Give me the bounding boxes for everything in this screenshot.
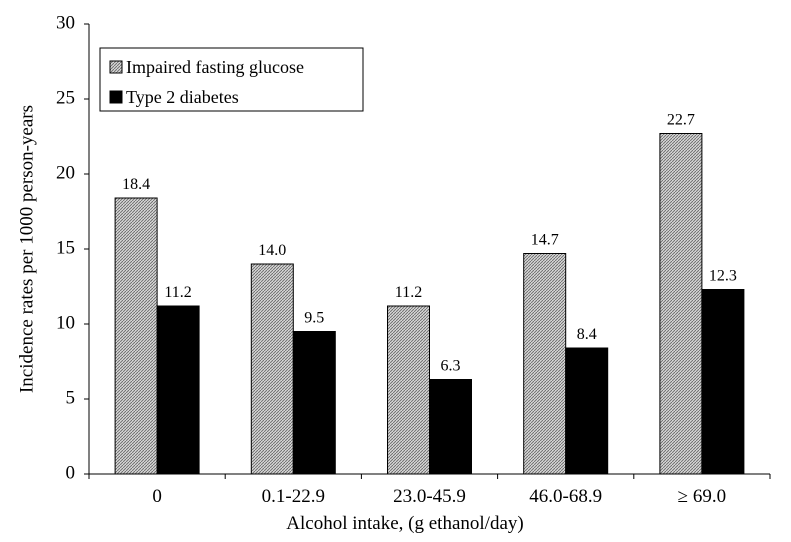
- x-tick-label: 0: [152, 486, 162, 507]
- y-tick-label: 5: [66, 387, 76, 408]
- y-tick-label: 0: [66, 462, 76, 483]
- legend: Impaired fasting glucose Type 2 diabetes: [99, 47, 364, 112]
- data-label: 9.5: [304, 310, 324, 327]
- data-label: 11.2: [164, 284, 191, 301]
- x-axis: 0 0.1-22.9 23.0-45.9 46.0-68.9 ≥ 69.0: [88, 473, 771, 507]
- data-label: 12.3: [709, 268, 737, 285]
- legend-box: [99, 47, 364, 112]
- x-tick-label: 0.1-22.9: [262, 486, 325, 507]
- bar-impaired-fasting-glucose: [523, 253, 567, 475]
- bar-impaired-fasting-glucose: [387, 305, 430, 475]
- x-tick-label: 23.0-45.9: [393, 486, 466, 507]
- data-label: 18.4: [122, 176, 150, 193]
- data-label: 14.0: [258, 242, 286, 259]
- y-ticks: 0 5 10 15 20 25 30: [56, 12, 89, 483]
- data-label: 6.3: [441, 358, 461, 375]
- y-tick-label: 15: [56, 237, 75, 258]
- bar-type-2-diabetes: [292, 331, 336, 475]
- x-tick-label: ≥ 69.0: [678, 486, 726, 507]
- data-labels: 18.4 11.2 14.0 9.5 11.2 6.3 14.7 8.4 22.7 12.3: [122, 112, 737, 375]
- legend-swatch-type-2-diabetes: [109, 90, 123, 104]
- bar-impaired-fasting-glucose: [114, 197, 158, 475]
- y-tick-label: 20: [56, 162, 75, 183]
- y-tick-label: 30: [56, 12, 75, 33]
- legend-label-type-2-diabetes: Type 2 diabetes: [126, 87, 239, 107]
- data-label: 22.7: [667, 112, 695, 129]
- x-ticks: 0 0.1-22.9 23.0-45.9 46.0-68.9 ≥ 69.0: [88, 474, 771, 507]
- x-axis-title: Alcohol intake, (g ethanol/day): [286, 513, 523, 534]
- bar-type-2-diabetes: [156, 305, 200, 475]
- y-tick-label: 25: [56, 87, 75, 108]
- y-axis-title: Incidence rates per 1000 person-years: [16, 105, 37, 393]
- data-label: 11.2: [395, 284, 422, 301]
- y-tick-label: 10: [56, 312, 75, 333]
- y-axis: 0 5 10 15 20 25 30: [56, 12, 90, 483]
- bar-type-2-diabetes: [429, 379, 472, 475]
- legend-swatch-impaired-fasting-glucose: [109, 60, 123, 74]
- bar-impaired-fasting-glucose: [659, 133, 703, 475]
- bars: [114, 133, 745, 475]
- x-tick-label: 46.0-68.9: [529, 486, 602, 507]
- bar-impaired-fasting-glucose: [250, 263, 294, 475]
- bar-type-2-diabetes: [701, 289, 745, 475]
- legend-label-impaired-fasting-glucose: Impaired fasting glucose: [126, 57, 304, 77]
- bar-type-2-diabetes: [565, 347, 609, 475]
- data-label: 14.7: [531, 232, 559, 249]
- data-label: 8.4: [577, 326, 597, 343]
